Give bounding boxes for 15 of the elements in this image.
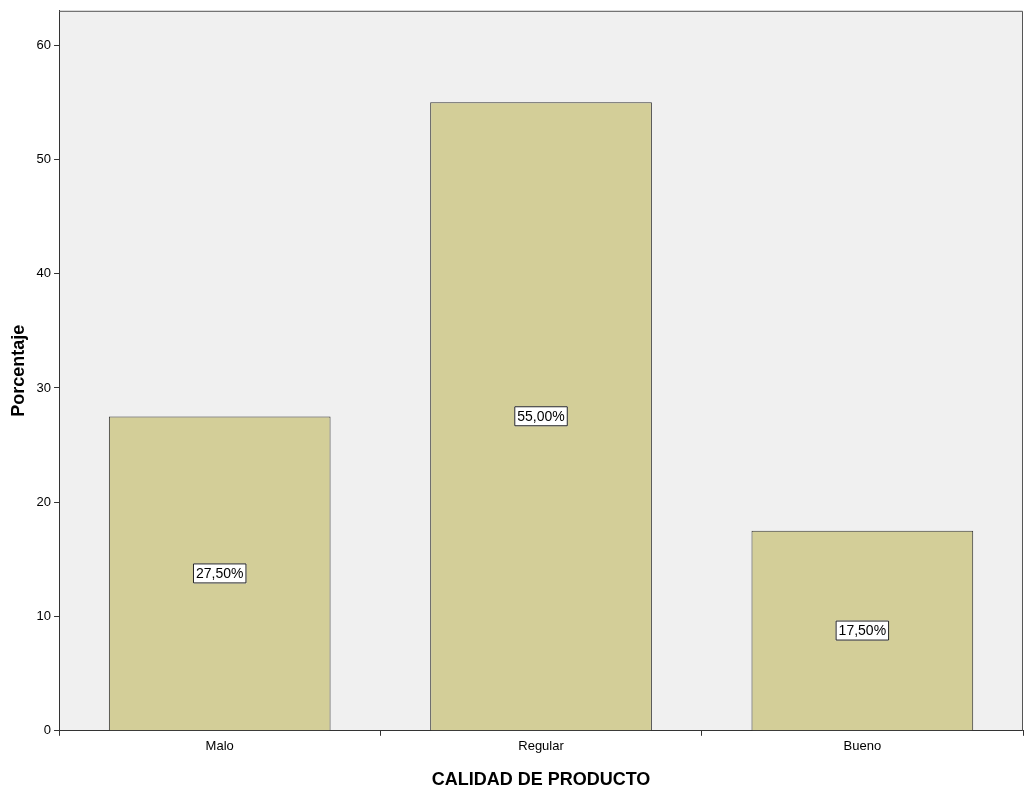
data-label: 27,50%: [195, 565, 244, 582]
y-tick-label: 50: [36, 150, 52, 166]
y-axis-title: Porcentaje: [7, 324, 28, 417]
data-label: 17,50%: [838, 622, 887, 639]
y-tick-label: 0: [43, 722, 52, 738]
data-label: 55,00%: [517, 408, 565, 425]
x-tick-label: Bueno: [843, 738, 882, 754]
x-axis-title: CALIDAD DE PRODUCTO: [431, 769, 651, 790]
y-tick-label: 20: [36, 493, 52, 509]
y-tick-label: 40: [36, 265, 52, 281]
x-tick-label: Malo: [205, 738, 234, 754]
y-tick-label: 60: [36, 36, 52, 52]
y-tick-label: 10: [36, 608, 52, 624]
y-tick-label: 30: [36, 379, 52, 395]
x-tick-label: Regular: [518, 738, 565, 754]
